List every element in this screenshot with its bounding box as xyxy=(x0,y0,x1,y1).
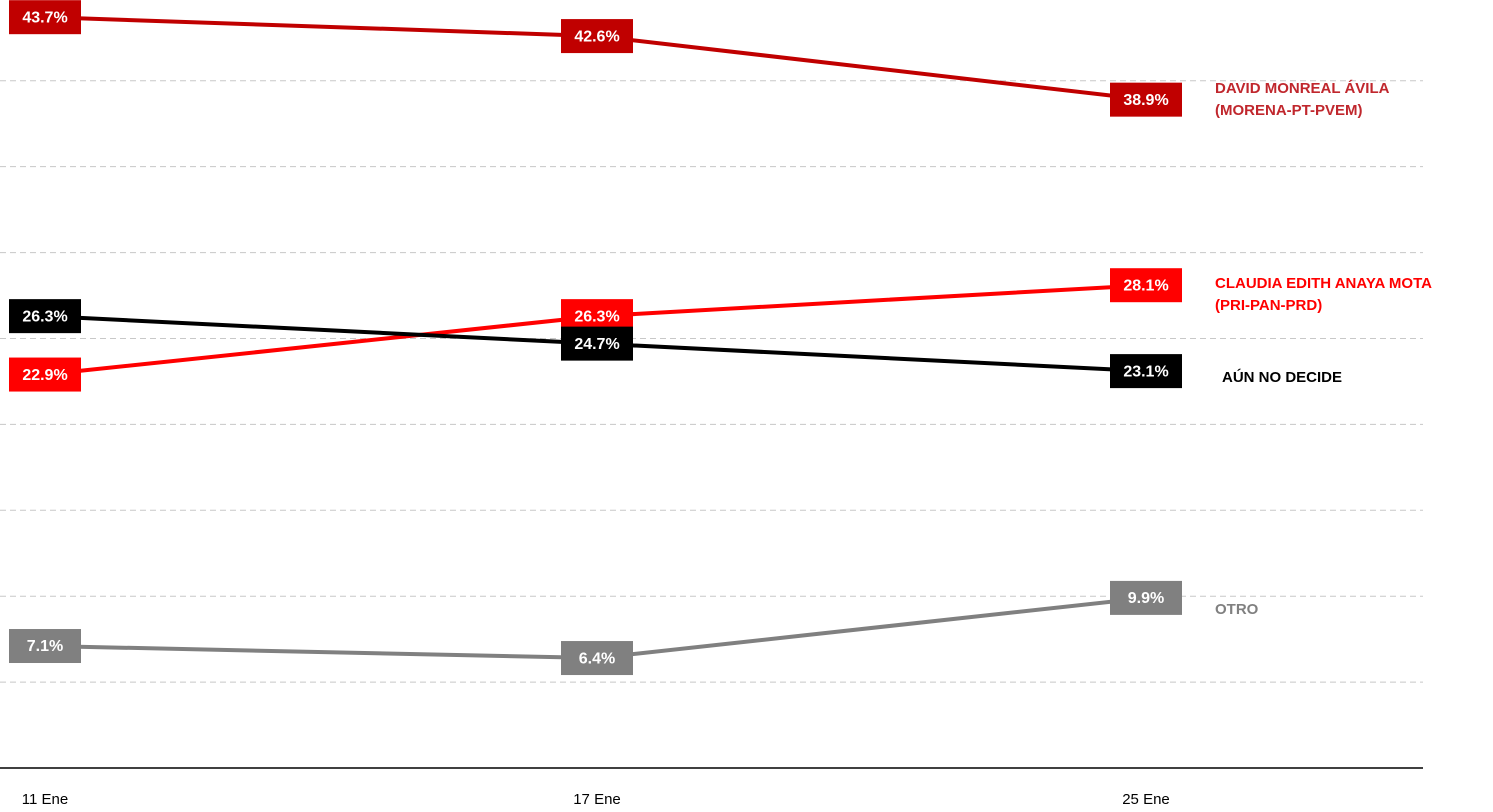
value-label: 26.3% xyxy=(22,308,67,325)
value-label: 43.7% xyxy=(22,9,67,26)
legend-entry: CLAUDIA EDITH ANAYA MOTA (PRI-PAN-PRD) xyxy=(1215,275,1432,314)
value-label: 7.1% xyxy=(27,638,63,655)
value-label-box xyxy=(561,19,633,54)
value-label-box xyxy=(1110,580,1182,615)
x-tick-label: 17 Ene xyxy=(573,791,621,808)
x-tick-label: 11 Ene xyxy=(22,791,68,808)
value-label: 23.1% xyxy=(1123,363,1168,380)
x-tick-label: 25 Ene xyxy=(1122,791,1170,808)
value-label-box xyxy=(9,629,81,664)
value-label-box xyxy=(561,641,633,676)
value-label-box xyxy=(9,0,81,35)
legend-entry: DAVID MONREAL ÁVILA (MORENA-PT-PVEM) xyxy=(1215,80,1390,119)
value-label: 28.1% xyxy=(1123,277,1168,294)
value-label-box xyxy=(9,299,81,334)
value-label-box xyxy=(9,357,81,392)
value-label-box xyxy=(561,326,633,361)
legend-entry: OTRO xyxy=(1215,601,1259,618)
value-label: 42.6% xyxy=(574,28,619,45)
value-label: 26.3% xyxy=(574,308,619,325)
value-label: 22.9% xyxy=(22,367,67,384)
legend-entry: AÚN NO DECIDE xyxy=(1222,369,1343,386)
value-label: 6.4% xyxy=(579,650,615,667)
value-label-box xyxy=(1110,82,1182,117)
value-label: 38.9% xyxy=(1123,92,1168,109)
value-label: 24.7% xyxy=(574,336,619,353)
value-label-box xyxy=(1110,354,1182,389)
value-label: 9.9% xyxy=(1128,590,1164,607)
value-label-box xyxy=(1110,268,1182,303)
